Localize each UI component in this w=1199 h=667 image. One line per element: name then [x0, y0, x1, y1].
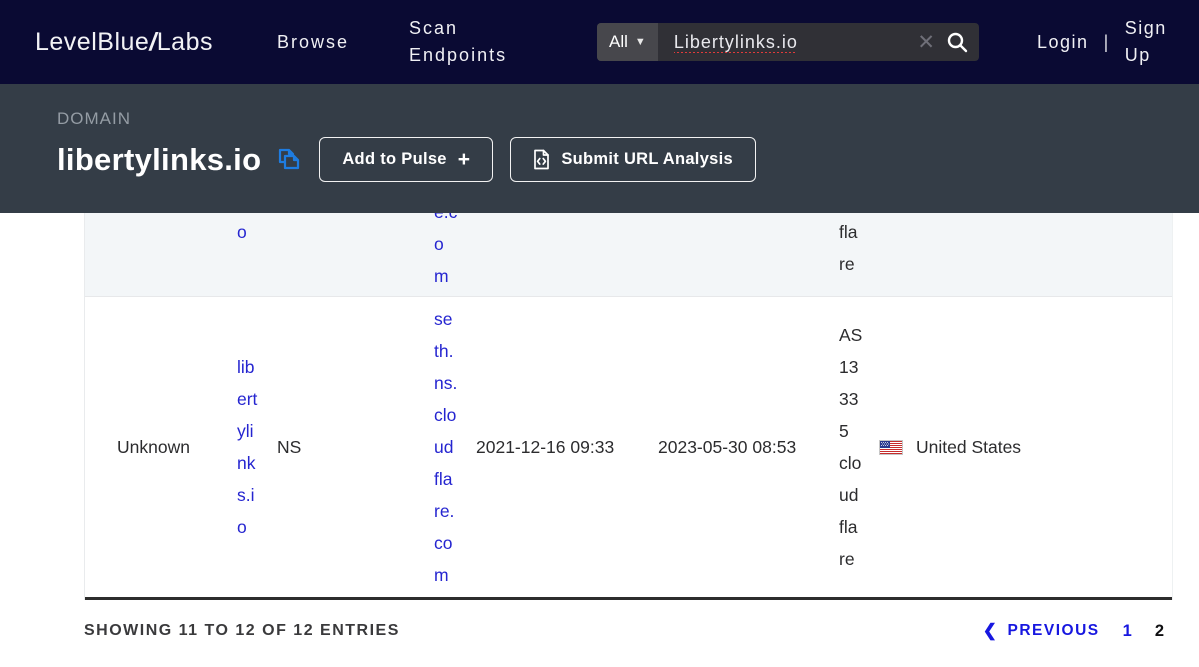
page-button-2[interactable]: 2: [1154, 621, 1164, 640]
add-to-pulse-label: Add to Pulse: [342, 150, 447, 168]
logo-part1: LevelBlue: [35, 27, 150, 56]
domain-eyebrow: DOMAIN: [57, 109, 131, 128]
search-filter-label: All: [609, 32, 628, 51]
logo-slash: /: [149, 27, 157, 56]
asn-cell-fragment: fla re: [839, 222, 858, 274]
domain-link[interactable]: lib ert yli nk s.i o: [237, 357, 258, 537]
country-cell: United States: [879, 437, 1172, 458]
search-bar: All ▼ Libertylinks.io ✕: [597, 23, 980, 61]
signup-link[interactable]: Sign Up: [1124, 18, 1167, 65]
status-cell: Unknown: [117, 436, 190, 457]
auth-links: Login | Sign Up: [1037, 15, 1181, 69]
login-link[interactable]: Login: [1037, 31, 1089, 52]
submit-url-analysis-button[interactable]: Submit URL Analysis: [510, 137, 757, 182]
last-seen-cell: 2023-05-30 08:53: [658, 436, 797, 457]
first-seen-cell: 2021-12-16 09:33: [476, 436, 615, 457]
page-button-1[interactable]: 1: [1122, 621, 1132, 640]
add-to-pulse-button[interactable]: Add to Pulse +: [319, 137, 494, 182]
dns-records-table: o e.c o m fla re Unknown lib ert yli nk …: [84, 213, 1173, 600]
copy-icon[interactable]: [275, 146, 303, 174]
submit-url-label: Submit URL Analysis: [561, 150, 734, 168]
clear-search-icon[interactable]: ✕: [917, 30, 936, 54]
table-row: Unknown lib ert yli nk s.i o NS se th. n…: [85, 297, 1172, 600]
nav-item-scan-endpoints[interactable]: Scan Endpoints: [409, 18, 508, 65]
search-filter-dropdown[interactable]: All ▼: [597, 23, 658, 61]
document-code-icon: [533, 149, 550, 170]
domain-link-fragment[interactable]: o: [237, 222, 247, 242]
auth-divider: |: [1103, 31, 1110, 52]
record-type-cell: NS: [277, 436, 302, 457]
us-flag-icon: [879, 439, 903, 455]
chevron-left-icon: ❮: [982, 621, 999, 640]
table-footer: SHOWING 11 TO 12 OF 12 ENTRIES ❮ PREVIOU…: [84, 621, 1164, 641]
nav-item-browse[interactable]: Browse: [276, 31, 350, 52]
logo-part2: Labs: [156, 27, 213, 56]
search-input[interactable]: Libertylinks.io: [673, 31, 798, 52]
asn-cell: AS 13 33 5 clo ud fla re: [839, 325, 863, 569]
domain-header: DOMAIN libertylinks.io Add to Pulse +: [0, 84, 1199, 213]
top-navbar: LevelBlue/Labs Browse Scan Endpoints All…: [0, 0, 1199, 84]
previous-label: PREVIOUS: [1007, 622, 1100, 639]
country-label: United States: [916, 436, 1022, 457]
hostname-link-fragment[interactable]: e.c o m: [434, 213, 457, 286]
search-icon[interactable]: [945, 30, 969, 54]
hostname-link[interactable]: se th. ns. clo ud fla re. co m: [434, 309, 458, 585]
levelblue-labs-logo[interactable]: LevelBlue/Labs: [35, 28, 213, 57]
entries-summary: SHOWING 11 TO 12 OF 12 ENTRIES: [84, 622, 400, 639]
page-title: libertylinks.io: [57, 141, 262, 177]
table-row-partial: o e.c o m fla re: [85, 213, 1172, 297]
caret-down-icon: ▼: [634, 36, 646, 48]
plus-icon: +: [457, 148, 471, 171]
pagination: ❮ PREVIOUS 1 2: [983, 621, 1164, 641]
previous-page-button[interactable]: ❮ PREVIOUS: [983, 621, 1100, 641]
